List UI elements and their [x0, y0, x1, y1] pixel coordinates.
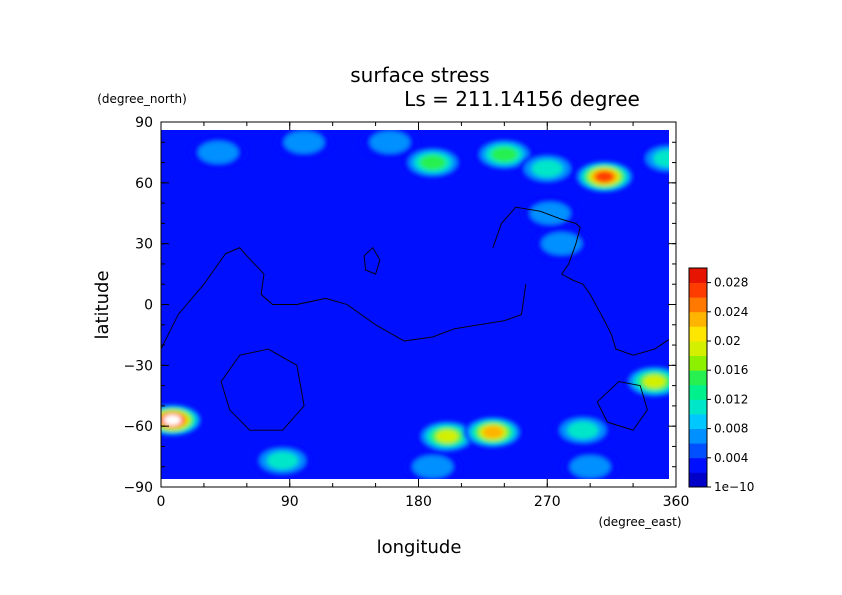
colorbar-segment: [689, 341, 707, 356]
colorbar-tick-label: 0.008: [714, 422, 748, 436]
hotspot: [624, 365, 669, 398]
colorbar-tick-label: 0.016: [714, 363, 748, 377]
x-unit-label: (degree_east): [598, 515, 681, 529]
colorbar-segment: [689, 370, 707, 386]
hotspot-level: [412, 455, 453, 478]
hotspot-level: [435, 429, 459, 444]
hotspot-level: [570, 455, 611, 478]
colorbar-segment: [689, 384, 707, 400]
y-axis-ticks: 90 60 30 0 −30 −60 −90: [123, 115, 676, 496]
colorbar-segment: [689, 472, 707, 488]
hotspot: [417, 420, 478, 453]
hotspot-level: [643, 374, 666, 389]
hotspot: [188, 136, 249, 169]
hotspot-level: [541, 232, 582, 255]
colorbar-tick-label: 1e−10: [714, 480, 754, 494]
hotspot: [252, 444, 313, 477]
colorbar-segment: [689, 282, 707, 298]
colorbar-segment: [689, 443, 707, 459]
hotspot: [161, 404, 203, 437]
y-tick-label: −90: [123, 480, 153, 496]
hotspot-level: [653, 149, 669, 168]
colorbar-segment: [689, 297, 707, 313]
colorbar-segment: [689, 428, 707, 444]
hotspot: [474, 138, 535, 171]
colorbar-tick-label: 0.004: [714, 451, 748, 465]
colorbar-segment: [689, 311, 707, 327]
x-tick-label: 270: [534, 494, 561, 510]
y-unit-label: (degree_north): [97, 92, 187, 106]
colorbar-tick-label: 0.024: [714, 305, 748, 319]
south-crater-west-outline: [220, 348, 305, 431]
colorbar-segment: [689, 399, 707, 415]
west-continent-outline: [161, 247, 527, 350]
colorbar-segment: [689, 268, 707, 283]
stress-field: [161, 130, 669, 479]
south-crater-east-outline: [596, 381, 648, 431]
hotspot-level: [266, 451, 299, 470]
hotspot: [402, 146, 463, 179]
hotspot-level: [163, 414, 182, 426]
hotspot-level: [530, 202, 571, 225]
y-tick-label: 0: [144, 298, 153, 314]
hotspot-level: [531, 159, 563, 178]
colorbar-tick-label: 0.028: [714, 276, 748, 290]
hotspot: [560, 450, 621, 479]
hotspot-level: [594, 171, 614, 183]
hotspot-level: [284, 131, 325, 154]
hotspot: [462, 416, 523, 449]
colorbar-segment: [689, 457, 707, 473]
colorbar-segment: [689, 414, 707, 429]
x-axis-ticks: 0 90 180 270 360: [157, 122, 690, 510]
hotspot: [274, 130, 335, 159]
hotspot-level: [198, 141, 239, 164]
x-tick-label: 0: [157, 494, 166, 510]
x-tick-label: 90: [281, 494, 299, 510]
hotspot: [517, 152, 578, 185]
x-axis-label: longitude: [377, 537, 462, 558]
colorbar-tick-label: 0.02: [714, 334, 741, 348]
small-island-outline: [363, 246, 381, 275]
hotspot-level: [482, 426, 504, 439]
y-tick-label: 30: [135, 237, 153, 253]
y-tick-label: 60: [135, 176, 153, 192]
hotspot: [574, 160, 635, 193]
topography-outlines: [161, 206, 669, 431]
hotspot: [531, 227, 592, 260]
north-polar-outline: [492, 206, 581, 275]
hotspot: [553, 414, 614, 447]
y-tick-label: −60: [123, 419, 153, 435]
colorbar-segment: [689, 326, 707, 342]
hotspot: [638, 142, 669, 175]
colorbar-frame: [688, 267, 708, 488]
y-axis-label: latitude: [92, 270, 113, 339]
hotspot-level: [419, 155, 446, 171]
hotspot-level: [491, 146, 518, 162]
hotspot-layer: [161, 130, 669, 479]
colorbar-segment: [689, 355, 707, 371]
chart-title: surface stress: [350, 63, 489, 87]
east-coast-outline: [561, 273, 669, 356]
colorbar: 1e−10 0.004 0.008 0.012 0.016 0.02 0.024 0.028: [688, 267, 754, 494]
chart-subtitle: Ls = 211.14156 degree: [404, 87, 640, 111]
hotspot: [359, 130, 420, 159]
hotspot-level: [567, 421, 599, 440]
x-tick-label: 360: [663, 494, 690, 510]
hotspot-level: [369, 131, 410, 154]
hotspot: [402, 450, 463, 479]
y-tick-label: 90: [135, 115, 153, 131]
y-tick-label: −30: [123, 358, 153, 374]
colorbar-tick-label: 0.012: [714, 392, 748, 406]
x-tick-label: 180: [405, 494, 432, 510]
hotspot: [520, 197, 581, 230]
